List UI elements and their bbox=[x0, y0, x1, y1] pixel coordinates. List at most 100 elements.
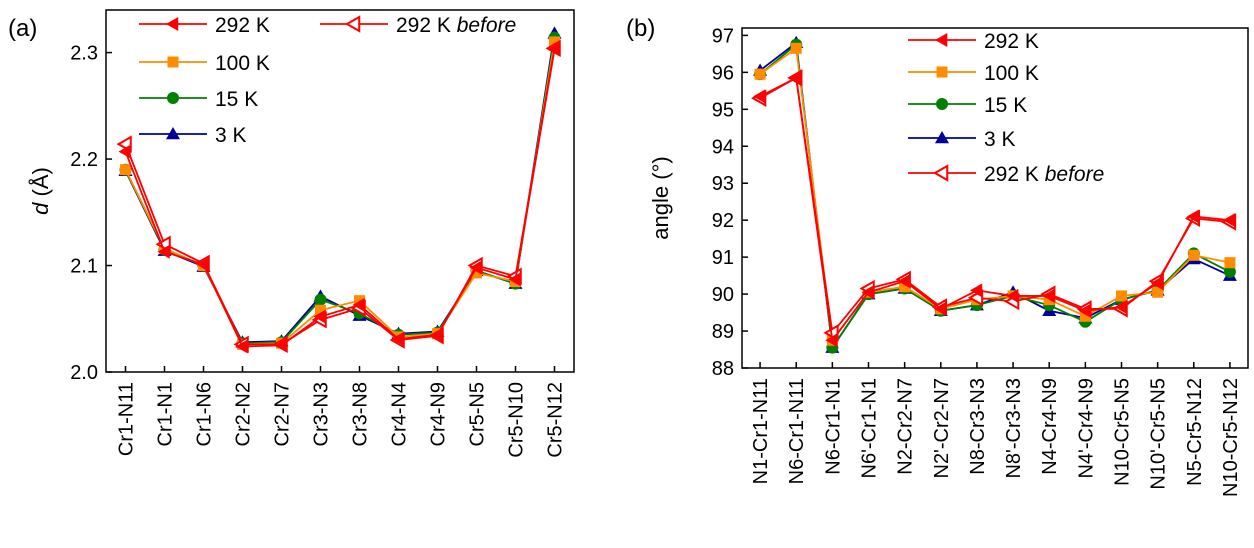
a-legend-marker bbox=[167, 56, 179, 68]
a-xtick-label: Cr4-N9 bbox=[428, 382, 450, 446]
b-xtick-label: N4-Cr4-N9 bbox=[1039, 378, 1061, 475]
b-ytick-label: 93 bbox=[712, 173, 734, 195]
b-xtick-label: N8'-Cr3-N3 bbox=[1003, 378, 1025, 479]
b-legend-label-text: 15 K bbox=[984, 94, 1027, 117]
a-xtick-label: Cr4-N4 bbox=[389, 382, 411, 446]
b-series-line bbox=[759, 42, 1231, 351]
b-legend-label: 100 K bbox=[984, 62, 1039, 85]
b-series-line bbox=[759, 41, 1231, 351]
b-legend-label-text: 100 K bbox=[984, 62, 1039, 85]
a-legend-label: 292 K bbox=[215, 14, 270, 37]
a-series-3-k bbox=[118, 26, 562, 348]
a-xtick-label: Cr5-N12 bbox=[545, 382, 567, 458]
a-legend-marker bbox=[167, 92, 179, 104]
b-legend-marker bbox=[936, 98, 948, 110]
a-series-15-k bbox=[119, 31, 561, 350]
a-ylabel: d (Å) bbox=[28, 167, 53, 215]
b-xtick-label: N6'-Cr1-N1 bbox=[859, 378, 881, 479]
b-ylabel: angle (°) bbox=[648, 156, 673, 239]
a-data-point bbox=[315, 304, 326, 316]
panel-a-chart: 2.0 2.1 2.2 2.3 Cr1-N11 Cr1-N1 Cr1-N6 Cr2-N2 Cr2… bbox=[8, 9, 575, 458]
b-legend-label: 15 K bbox=[984, 94, 1027, 117]
a-legend-label: 15 K bbox=[215, 88, 258, 111]
b-legend-marker bbox=[936, 66, 948, 78]
b-xtick-label: N2'-Cr2-N7 bbox=[931, 378, 953, 479]
a-data-point bbox=[547, 42, 560, 57]
b-data-point bbox=[1224, 257, 1236, 269]
a-data-point bbox=[469, 260, 482, 275]
a-legend-label: 292 K before bbox=[396, 14, 516, 37]
b-series-292-k bbox=[753, 70, 1236, 348]
a-data-point bbox=[157, 244, 170, 259]
b-xtick-label: N6-Cr1-N11 bbox=[786, 378, 808, 484]
b-data-point bbox=[1079, 310, 1091, 322]
b-data-point bbox=[753, 89, 766, 104]
a-legend-marker bbox=[344, 15, 361, 33]
a-xtick-label: Cr5-N10 bbox=[506, 382, 528, 458]
a-series-line bbox=[124, 37, 556, 345]
b-data-point bbox=[861, 285, 874, 300]
b-legend-label: 3 K bbox=[984, 128, 1016, 151]
b-ytick-label: 94 bbox=[712, 136, 734, 158]
b-xtick-label: N10'-Cr5-N5 bbox=[1148, 378, 1170, 490]
b-data-point bbox=[933, 301, 947, 316]
b-xtick-label: N2-Cr2-N7 bbox=[895, 378, 917, 475]
a-legend-label: 3 K bbox=[215, 124, 247, 147]
b-data-point bbox=[790, 42, 802, 54]
a-ytick-label: 2.2 bbox=[70, 149, 98, 171]
a-data-point bbox=[354, 295, 365, 307]
b-data-point bbox=[897, 274, 910, 289]
b-xtick-label: N10-Cr5-N12 bbox=[1220, 378, 1242, 497]
b-series-line bbox=[759, 76, 1231, 343]
b-xtick-label: N5-Cr5-N12 bbox=[1184, 378, 1206, 486]
a-panel-label: (a) bbox=[8, 15, 37, 42]
a-xtick-label: Cr2-N7 bbox=[272, 382, 294, 446]
b-data-point bbox=[1042, 288, 1055, 303]
a-data-point bbox=[313, 309, 326, 324]
a-xtick-label: Cr1-N11 bbox=[116, 382, 138, 456]
a-legend-marker bbox=[166, 17, 179, 31]
b-legend-label-text: 3 K bbox=[984, 128, 1016, 151]
a-series-292-k bbox=[118, 42, 560, 354]
b-data-point bbox=[754, 68, 766, 80]
a-legend-label-text: 292 K bbox=[215, 14, 270, 37]
b-legend-label-text: 292 K bbox=[984, 30, 1039, 53]
b-ytick-label: 96 bbox=[712, 62, 734, 84]
b-data-point bbox=[1150, 276, 1163, 290]
a-ylabel-unit: (Å) bbox=[28, 167, 53, 202]
a-xtick-label: Cr3-N8 bbox=[350, 382, 372, 446]
a-data-point bbox=[314, 293, 327, 306]
b-legend: 292 K 100 K 15 K 3 K 292 K before bbox=[908, 30, 1104, 186]
b-series-15-k bbox=[754, 38, 1236, 354]
a-legend-label-text: 292 K bbox=[396, 14, 457, 37]
b-plot-frame bbox=[741, 27, 1249, 369]
a-data-point bbox=[235, 339, 248, 354]
a-legend-label-text: 3 K bbox=[215, 124, 247, 147]
b-data-point bbox=[789, 70, 802, 85]
b-legend-label-text: 292 K bbox=[984, 163, 1045, 186]
b-xtick-label: N8-Cr3-N3 bbox=[967, 378, 989, 475]
b-legend-label-italic: before bbox=[1045, 163, 1105, 186]
a-series-line bbox=[124, 33, 556, 344]
b-ytick-label: 89 bbox=[712, 321, 734, 343]
a-data-point bbox=[352, 297, 365, 312]
b-xtick-label: N1-Cr1-N11 bbox=[750, 378, 772, 484]
b-data-point bbox=[1006, 288, 1019, 303]
b-xtick-label: N6-Cr1-N1 bbox=[822, 378, 844, 475]
b-ytick-label: 88 bbox=[712, 358, 734, 380]
b-panel-label: (b) bbox=[626, 15, 655, 42]
b-data-point bbox=[1078, 303, 1091, 318]
b-legend-label: 292 K before bbox=[984, 163, 1104, 186]
a-series-line bbox=[124, 41, 556, 346]
b-ytick-label: 95 bbox=[712, 99, 734, 121]
a-data-point bbox=[549, 36, 560, 48]
b-data-point bbox=[1116, 290, 1127, 302]
b-xtick-label: N4'-Cr4-N9 bbox=[1075, 378, 1097, 479]
b-data-point bbox=[1186, 209, 1200, 224]
b-legend-marker bbox=[935, 131, 949, 144]
a-legend-label-text: 100 K bbox=[215, 52, 270, 75]
b-data-point bbox=[1223, 265, 1236, 278]
b-data-point bbox=[1222, 213, 1236, 228]
